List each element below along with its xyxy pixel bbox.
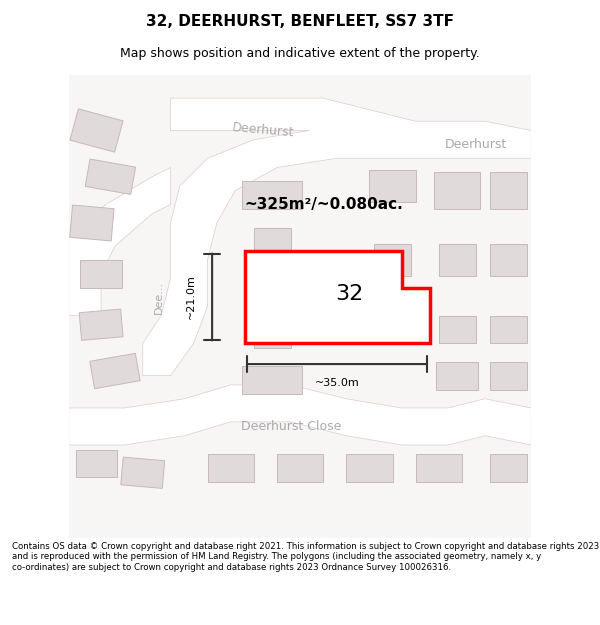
Polygon shape — [242, 181, 302, 209]
Polygon shape — [439, 244, 476, 276]
Text: Dee...: Dee... — [154, 281, 164, 314]
Polygon shape — [90, 353, 140, 389]
Polygon shape — [208, 454, 254, 482]
Polygon shape — [346, 454, 392, 482]
Text: Map shows position and indicative extent of the property.: Map shows position and indicative extent… — [120, 48, 480, 61]
Polygon shape — [80, 260, 122, 288]
Polygon shape — [439, 316, 476, 343]
Polygon shape — [490, 316, 527, 343]
Text: ~21.0m: ~21.0m — [187, 274, 196, 319]
Polygon shape — [370, 170, 416, 202]
Polygon shape — [254, 274, 291, 302]
Polygon shape — [69, 168, 170, 316]
Polygon shape — [254, 320, 291, 348]
Polygon shape — [69, 385, 531, 445]
Text: ~35.0m: ~35.0m — [314, 378, 359, 388]
Polygon shape — [85, 159, 136, 194]
Polygon shape — [490, 362, 527, 389]
Polygon shape — [374, 244, 411, 276]
Polygon shape — [79, 309, 123, 341]
Text: Contains OS data © Crown copyright and database right 2021. This information is : Contains OS data © Crown copyright and d… — [12, 542, 599, 572]
Polygon shape — [254, 228, 291, 256]
Text: Deerhurst Close: Deerhurst Close — [241, 420, 341, 433]
Polygon shape — [76, 449, 118, 478]
Text: Deerhurst: Deerhurst — [232, 121, 295, 140]
Text: ~325m²/~0.080ac.: ~325m²/~0.080ac. — [245, 197, 403, 212]
Polygon shape — [121, 457, 164, 488]
Polygon shape — [70, 109, 123, 152]
Polygon shape — [490, 172, 527, 209]
Polygon shape — [416, 454, 462, 482]
Polygon shape — [242, 366, 302, 394]
Text: Deerhurst: Deerhurst — [445, 138, 507, 151]
Polygon shape — [143, 98, 531, 376]
Polygon shape — [245, 251, 430, 343]
Text: 32, DEERHURST, BENFLEET, SS7 3TF: 32, DEERHURST, BENFLEET, SS7 3TF — [146, 14, 454, 29]
Polygon shape — [490, 244, 527, 276]
Polygon shape — [490, 454, 527, 482]
Polygon shape — [277, 454, 323, 482]
Text: 32: 32 — [335, 284, 364, 304]
Polygon shape — [70, 205, 114, 241]
Polygon shape — [436, 362, 478, 389]
Polygon shape — [434, 172, 481, 209]
